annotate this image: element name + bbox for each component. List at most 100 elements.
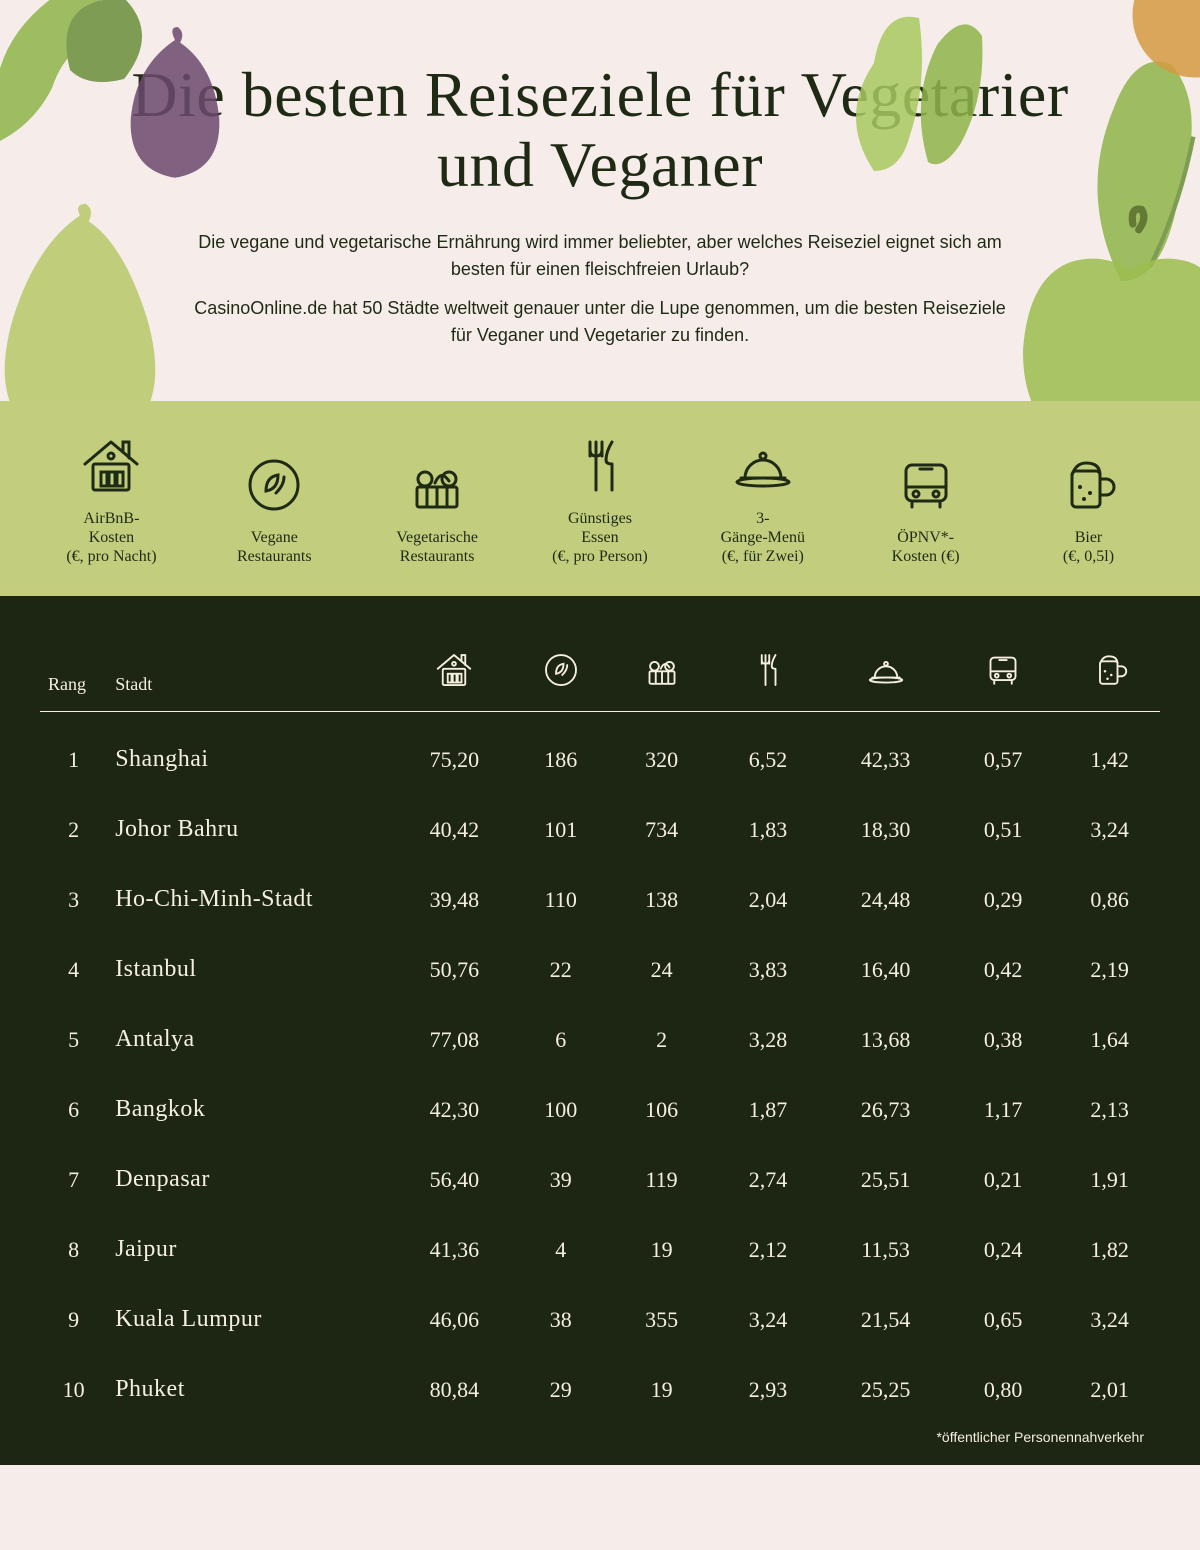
col-header-transport [947, 630, 1059, 712]
cell-airbnb: 80,84 [398, 1355, 510, 1425]
deco-lettuce-top [820, 0, 1000, 190]
cell-menu: 26,73 [824, 1075, 947, 1145]
deco-orange-corner [1120, 0, 1200, 90]
cell-menu: 13,68 [824, 1005, 947, 1075]
cell-airbnb: 50,76 [398, 935, 510, 1005]
legend-band: AirBnB-Kosten(€, pro Nacht) VeganeRestau… [0, 401, 1200, 597]
vegan-icon [241, 452, 307, 518]
col-header-vegetarian [611, 630, 712, 712]
legend-item-vegan: VeganeRestaurants [199, 452, 349, 566]
cell-cheap: 3,24 [712, 1285, 824, 1355]
legend-label: VeganeRestaurants [237, 528, 312, 566]
cell-menu: 11,53 [824, 1215, 947, 1285]
legend-item-transport: ÖPNV*-Kosten (€) [851, 452, 1001, 566]
cell-rank: 8 [40, 1215, 107, 1285]
cell-vegan: 186 [510, 712, 611, 795]
cell-city: Johor Bahru [107, 795, 398, 865]
cell-transport: 0,24 [947, 1215, 1059, 1285]
cell-beer: 3,24 [1059, 1285, 1160, 1355]
legend-label: VegetarischeRestaurants [396, 528, 478, 566]
col-header-cheap [712, 630, 824, 712]
table-row: 3 Ho-Chi-Minh-Stadt39,481101382,0424,480… [40, 865, 1160, 935]
cell-transport: 0,29 [947, 865, 1059, 935]
deco-pear [0, 201, 200, 401]
cell-menu: 42,33 [824, 712, 947, 795]
col-header-airbnb [398, 630, 510, 712]
intro-paragraph-2: CasinoOnline.de hat 50 Städte weltweit g… [190, 295, 1010, 349]
cell-vegan: 22 [510, 935, 611, 1005]
cell-menu: 16,40 [824, 935, 947, 1005]
cell-transport: 0,57 [947, 712, 1059, 795]
cell-rank: 9 [40, 1285, 107, 1355]
vegetarian-icon [640, 648, 684, 692]
cell-cheap: 1,83 [712, 795, 824, 865]
cell-cheap: 6,52 [712, 712, 824, 795]
ranking-table-section: Rang Stadt [0, 596, 1200, 1465]
cell-cheap: 3,28 [712, 1005, 824, 1075]
cell-city: Bangkok [107, 1075, 398, 1145]
cell-rank: 1 [40, 712, 107, 795]
col-header-beer [1059, 630, 1160, 712]
footnote: *öffentlicher Personennahverkehr [40, 1429, 1160, 1445]
cell-beer: 1,42 [1059, 712, 1160, 795]
deco-apple [1000, 201, 1200, 401]
menu-icon [730, 433, 796, 499]
cell-airbnb: 77,08 [398, 1005, 510, 1075]
legend-item-cheap: GünstigesEssen(€, pro Person) [525, 433, 675, 567]
transport-icon [893, 452, 959, 518]
cell-rank: 6 [40, 1075, 107, 1145]
table-row: 9 Kuala Lumpur46,06383553,2421,540,653,2… [40, 1285, 1160, 1355]
intro-paragraph-1: Die vegane und vegetarische Ernährung wi… [190, 229, 1010, 283]
cell-beer: 2,19 [1059, 935, 1160, 1005]
cell-city: Ho-Chi-Minh-Stadt [107, 865, 398, 935]
cell-cheap: 2,12 [712, 1215, 824, 1285]
airbnb-icon [78, 433, 144, 499]
deco-fig [110, 20, 240, 190]
col-header-city: Stadt [107, 630, 398, 712]
cheap-icon [746, 648, 790, 692]
vegan-icon [539, 648, 583, 692]
cell-beer: 3,24 [1059, 795, 1160, 865]
cell-vegetarian: 19 [611, 1215, 712, 1285]
cell-beer: 0,86 [1059, 865, 1160, 935]
table-row: 1 Shanghai75,201863206,5242,330,571,42 [40, 712, 1160, 795]
cell-transport: 0,65 [947, 1285, 1059, 1355]
col-header-menu [824, 630, 947, 712]
cell-vegetarian: 320 [611, 712, 712, 795]
cell-rank: 2 [40, 795, 107, 865]
cell-menu: 24,48 [824, 865, 947, 935]
cell-city: Shanghai [107, 712, 398, 795]
vegetarian-icon [404, 452, 470, 518]
cell-transport: 0,42 [947, 935, 1059, 1005]
cell-airbnb: 56,40 [398, 1145, 510, 1215]
cell-city: Antalya [107, 1005, 398, 1075]
cell-city: Phuket [107, 1355, 398, 1425]
legend-item-menu: 3-Gänge-Menü(€, für Zwei) [688, 433, 838, 567]
transport-icon [981, 648, 1025, 692]
cell-beer: 1,82 [1059, 1215, 1160, 1285]
cell-airbnb: 39,48 [398, 865, 510, 935]
cell-vegetarian: 2 [611, 1005, 712, 1075]
cell-cheap: 2,74 [712, 1145, 824, 1215]
cell-vegetarian: 138 [611, 865, 712, 935]
cell-airbnb: 40,42 [398, 795, 510, 865]
cell-city: Kuala Lumpur [107, 1285, 398, 1355]
table-row: 10 Phuket80,8429192,9325,250,802,01 [40, 1355, 1160, 1425]
table-row: 8 Jaipur41,364192,1211,530,241,82 [40, 1215, 1160, 1285]
table-row: 7 Denpasar56,40391192,7425,510,211,91 [40, 1145, 1160, 1215]
cell-vegetarian: 19 [611, 1355, 712, 1425]
cell-beer: 1,91 [1059, 1145, 1160, 1215]
cell-cheap: 3,83 [712, 935, 824, 1005]
cell-cheap: 1,87 [712, 1075, 824, 1145]
menu-icon [864, 648, 908, 692]
legend-label: Bier(€, 0,5l) [1063, 528, 1114, 566]
legend-label: 3-Gänge-Menü(€, für Zwei) [721, 509, 805, 567]
cell-airbnb: 41,36 [398, 1215, 510, 1285]
table-row: 6 Bangkok42,301001061,8726,731,172,13 [40, 1075, 1160, 1145]
cell-cheap: 2,93 [712, 1355, 824, 1425]
cell-beer: 1,64 [1059, 1005, 1160, 1075]
beer-icon [1055, 452, 1121, 518]
cell-rank: 3 [40, 865, 107, 935]
cell-transport: 1,17 [947, 1075, 1059, 1145]
cell-beer: 2,13 [1059, 1075, 1160, 1145]
